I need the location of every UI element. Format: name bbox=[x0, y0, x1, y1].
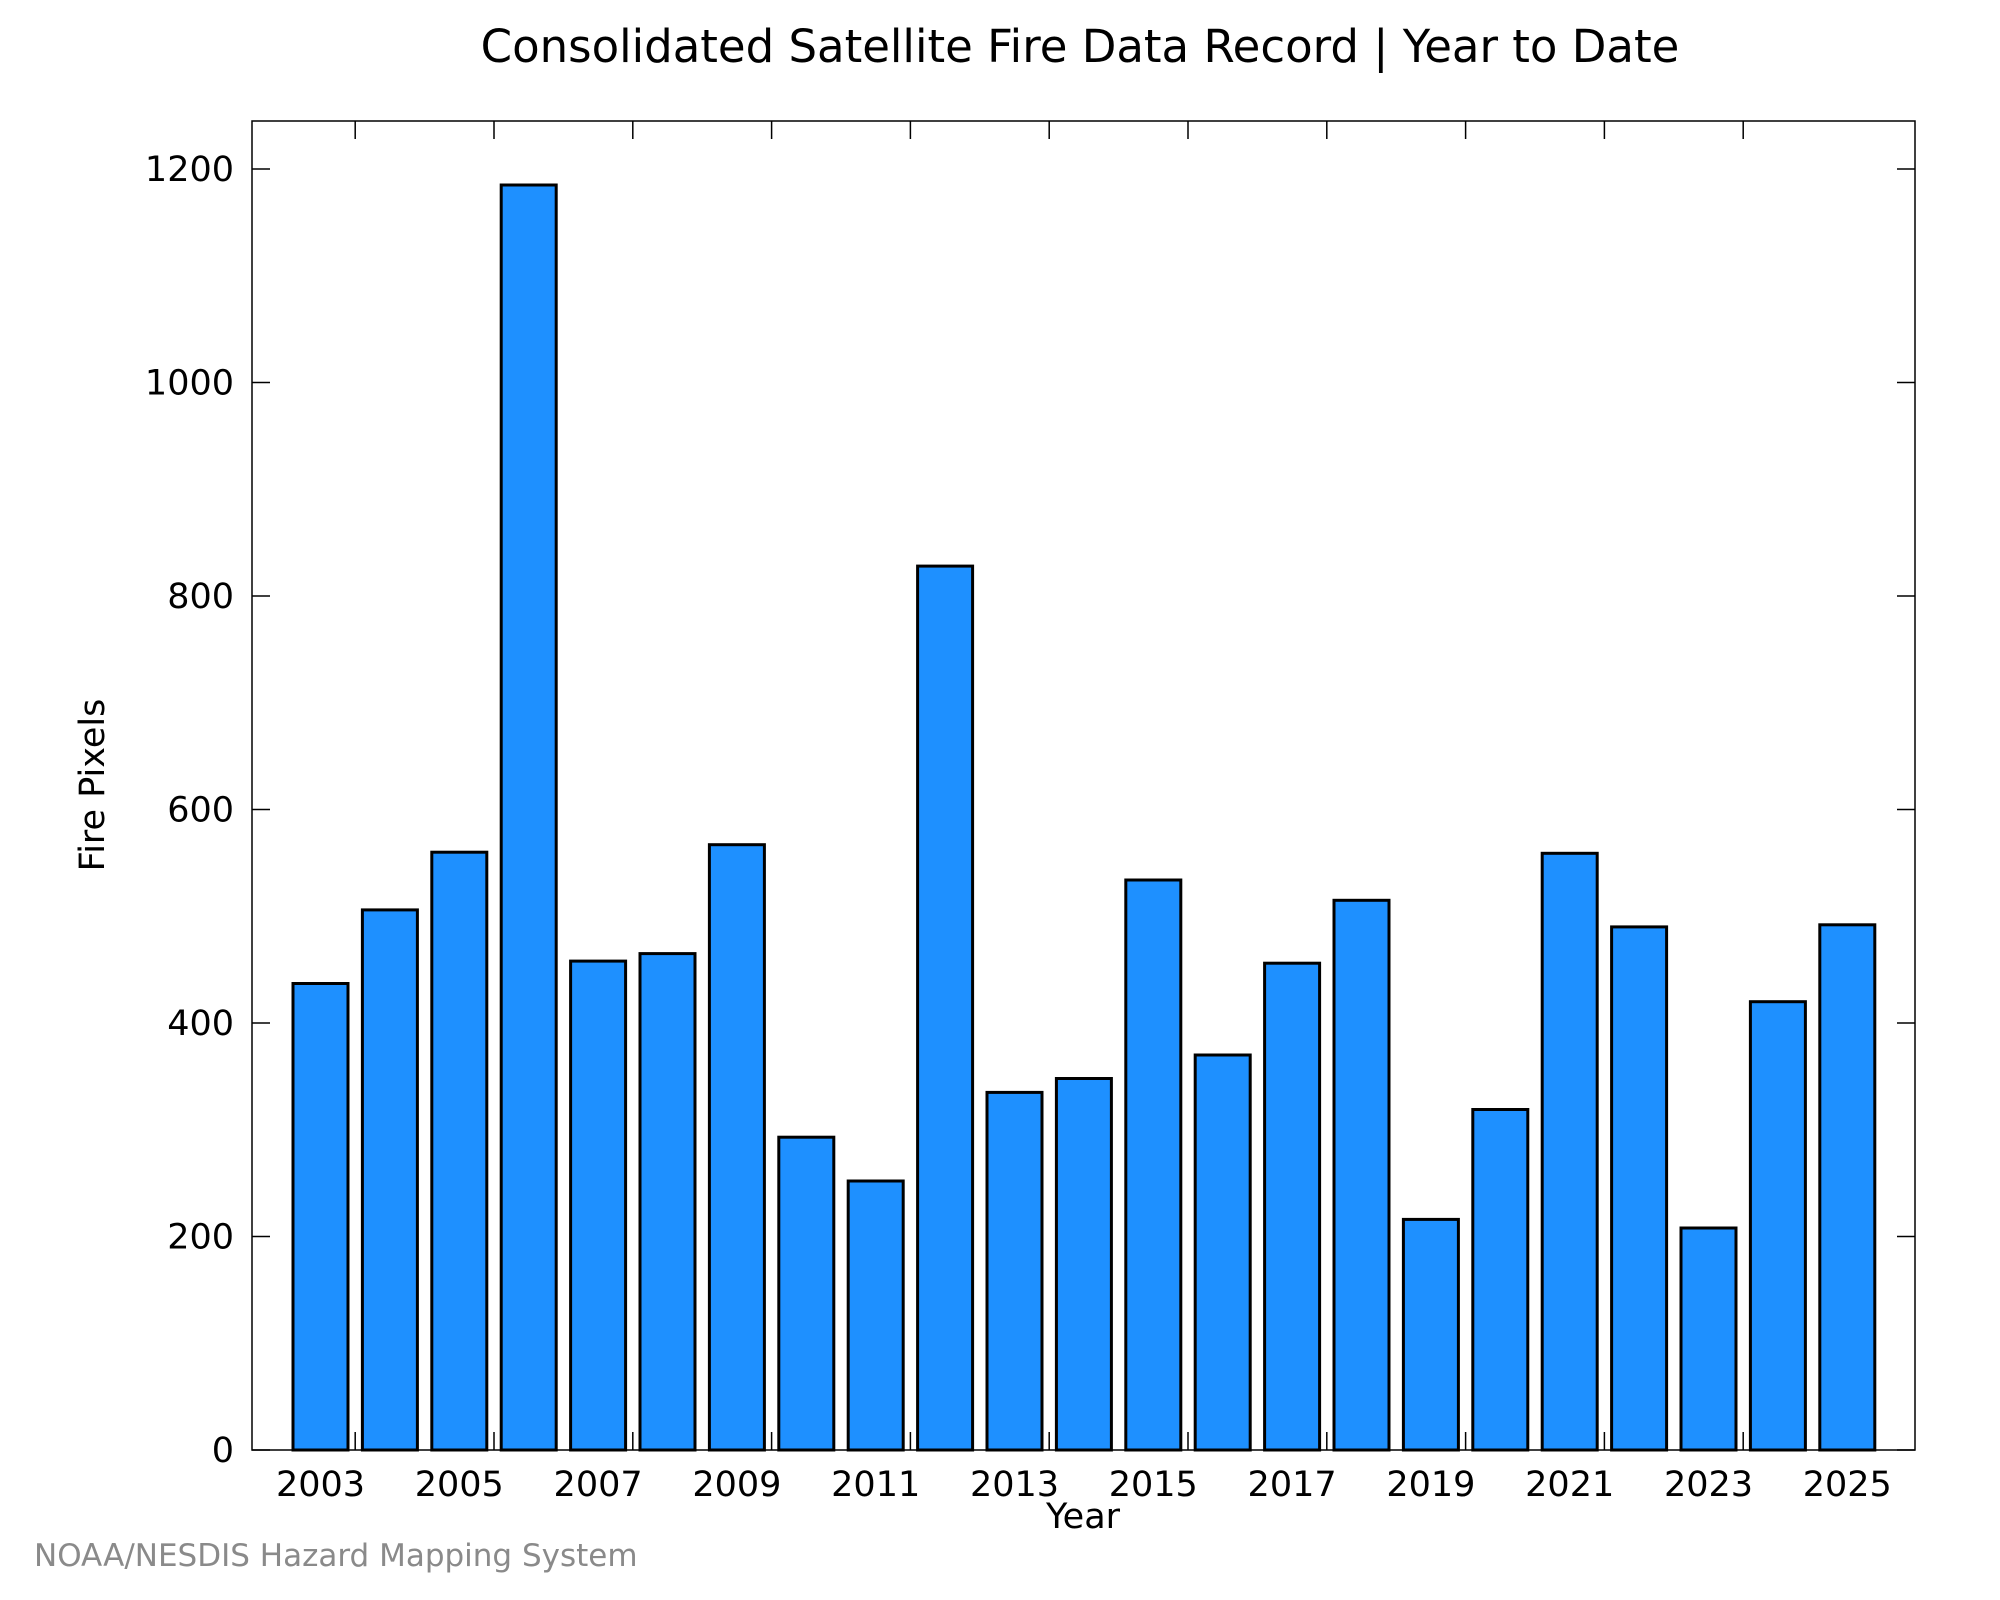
y-tick-label-800: 800 bbox=[167, 577, 234, 617]
bar-2015 bbox=[1124, 878, 1183, 1452]
axis-ticks-layer: 0 200 400 600 800 1000 1200 2003 2005 2007 2009 201… bbox=[145, 121, 1915, 1505]
bar-2018 bbox=[1332, 898, 1391, 1452]
x-tick-label-2019: 2019 bbox=[1386, 1465, 1475, 1505]
bar-2012 bbox=[916, 564, 975, 1452]
x-tick-label-2007: 2007 bbox=[554, 1465, 643, 1505]
y-tick-label-400: 400 bbox=[167, 1004, 234, 1044]
bar-2007 bbox=[569, 959, 628, 1452]
bar-2011 bbox=[846, 1179, 905, 1452]
y-tick-label-0: 0 bbox=[212, 1431, 234, 1471]
x-tick-label-2023: 2023 bbox=[1664, 1465, 1753, 1505]
y-tick-label-600: 600 bbox=[167, 791, 234, 831]
y-tick-label-1200: 1200 bbox=[145, 150, 234, 190]
x-tick-label-2021: 2021 bbox=[1525, 1465, 1614, 1505]
bar-2024 bbox=[1748, 1000, 1807, 1452]
chart-title: Consolidated Satellite Fire Data Record … bbox=[481, 20, 1680, 73]
x-tick-label-2003: 2003 bbox=[276, 1465, 365, 1505]
bar-2010 bbox=[777, 1135, 836, 1452]
bar-2013 bbox=[985, 1090, 1044, 1452]
bar-2003 bbox=[291, 982, 350, 1452]
bar-2008 bbox=[638, 952, 697, 1452]
x-tick-label-2009: 2009 bbox=[692, 1465, 781, 1505]
y-tick-label-1000: 1000 bbox=[145, 364, 234, 404]
x-tick-label-2011: 2011 bbox=[831, 1465, 920, 1505]
bar-2005 bbox=[430, 850, 489, 1452]
y-tick-label-200: 200 bbox=[167, 1218, 234, 1258]
bar-2023 bbox=[1679, 1226, 1738, 1452]
x-axis-label: Year bbox=[1045, 1497, 1121, 1537]
x-tick-label-2005: 2005 bbox=[415, 1465, 504, 1505]
source-credit: NOAA/NESDIS Hazard Mapping System bbox=[34, 1538, 638, 1574]
bar-2025 bbox=[1818, 923, 1877, 1452]
bar-2022 bbox=[1610, 925, 1669, 1452]
bar-2014 bbox=[1054, 1077, 1113, 1452]
bar-2009 bbox=[707, 843, 766, 1452]
bar-2019 bbox=[1401, 1217, 1460, 1452]
bar-2016 bbox=[1193, 1053, 1252, 1452]
bar-2017 bbox=[1263, 961, 1322, 1452]
x-tick-label-2013: 2013 bbox=[970, 1465, 1059, 1505]
bar-2004 bbox=[360, 908, 419, 1452]
bar-2021 bbox=[1540, 851, 1599, 1452]
bars-layer bbox=[291, 183, 1877, 1452]
x-tick-label-2025: 2025 bbox=[1803, 1465, 1892, 1505]
y-axis-label: Fire Pixels bbox=[73, 699, 113, 872]
bar-2020 bbox=[1471, 1108, 1530, 1452]
x-tick-label-2017: 2017 bbox=[1248, 1465, 1337, 1505]
x-tick-label-2015: 2015 bbox=[1109, 1465, 1198, 1505]
bar-2006 bbox=[499, 183, 558, 1452]
